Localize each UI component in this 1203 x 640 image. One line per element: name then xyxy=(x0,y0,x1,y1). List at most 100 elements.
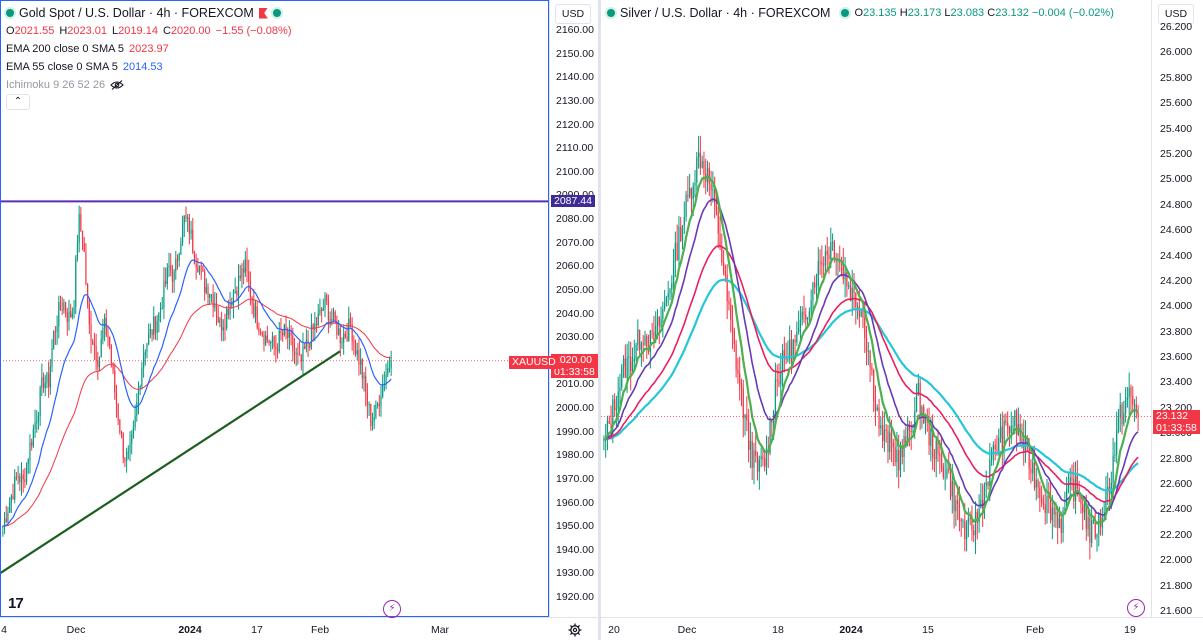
silver-candle-body xyxy=(858,306,861,317)
gold-candle-body xyxy=(304,346,306,349)
gold-candle-body xyxy=(85,251,87,285)
silver-candle-body xyxy=(755,450,757,456)
price-tick-label: 23.400 xyxy=(1160,376,1193,389)
gold-currency-button[interactable]: USD xyxy=(555,4,591,24)
gold-candle-body xyxy=(246,259,248,272)
silver-candle-body xyxy=(874,401,877,411)
price-tick-label: 1970.00 xyxy=(556,472,594,485)
ichimoku-legend-row[interactable]: Ichimoku 9 26 52 26 xyxy=(6,76,292,94)
price-tick-label: 2030.00 xyxy=(556,331,594,344)
silver-candle-body xyxy=(842,264,844,280)
gold-candle-body xyxy=(278,330,280,352)
silver-candle-body xyxy=(869,351,871,368)
silver-chart-pane[interactable]: Silver / U.S. Dollar · 4h · FOREXCOM O23… xyxy=(601,0,1203,640)
gold-candle-body xyxy=(192,229,194,253)
silver-candle-body xyxy=(680,226,682,241)
ohlc-low-value: 23.083 xyxy=(950,7,985,19)
silver-candle-body xyxy=(771,419,773,423)
gold-candle-body xyxy=(380,396,382,407)
gold-candle-body xyxy=(7,512,9,522)
lightning-icon[interactable]: ⚡ xyxy=(1127,599,1145,617)
silver-candle-body xyxy=(1080,495,1082,504)
silver-candle-body xyxy=(982,499,984,509)
gold-candle-body xyxy=(212,294,214,308)
ema55-legend-row[interactable]: EMA 55 close 0 SMA 5 2014.53 xyxy=(6,58,292,76)
silver-candle-body xyxy=(1116,429,1118,455)
gold-candle-body xyxy=(92,341,94,345)
time-tick-label: 17 xyxy=(251,624,263,636)
silver-candle-body xyxy=(846,271,848,287)
silver-candle-body xyxy=(1033,462,1036,488)
gold-candle-body xyxy=(170,265,172,271)
silver-candle-body xyxy=(681,225,684,241)
silver-candle-body xyxy=(1085,505,1087,530)
gold-candle-body xyxy=(90,324,92,342)
time-tick-label: Mar xyxy=(430,624,450,636)
silver-candle-body xyxy=(937,441,939,454)
silver-candle-body xyxy=(612,399,614,429)
silver-candle-body xyxy=(910,430,912,433)
gold-candle-body xyxy=(115,392,118,405)
flag-icon[interactable] xyxy=(258,7,268,19)
silver-currency-button[interactable]: USD xyxy=(1158,4,1194,24)
silver-candle-body xyxy=(642,343,644,345)
gold-candle-body xyxy=(197,267,199,273)
time-tick-label: 15 xyxy=(922,624,934,636)
gold-candle-body xyxy=(88,304,90,325)
gold-candle-body xyxy=(268,340,270,344)
gold-candle-body xyxy=(75,258,77,307)
silver-candle-body xyxy=(644,335,646,345)
silver-time-axis[interactable]: 20 Dec 18 2024 15 Feb 19 xyxy=(601,617,1203,640)
silver-candle-body xyxy=(969,518,971,520)
silver-candle-body xyxy=(608,420,610,424)
silver-plot-area[interactable] xyxy=(601,0,1151,617)
collapse-legend-button[interactable]: ⌃ xyxy=(6,94,30,110)
ohlc-open-value: 23.135 xyxy=(863,7,897,19)
silver-candle-body xyxy=(980,499,982,509)
gold-symbol-title[interactable]: Gold Spot / U.S. Dollar · 4h · FOREXCOM xyxy=(19,6,254,20)
silver-price-axis[interactable]: USD 26.200 26.000 25.800 25.600 25.400 25.200… xyxy=(1151,0,1203,617)
silver-symbol-title[interactable]: Silver / U.S. Dollar · 4h · FOREXCOM xyxy=(620,6,831,20)
silver-candle-body xyxy=(924,415,927,424)
silver-candle-body xyxy=(1021,438,1023,441)
eye-off-icon[interactable] xyxy=(110,80,124,90)
silver-candle-body xyxy=(965,522,968,540)
price-tick-label: 24.000 xyxy=(1160,300,1193,313)
gold-candle-body xyxy=(107,335,109,337)
silver-candle-body xyxy=(967,518,969,523)
gold-candle-body xyxy=(149,329,151,335)
silver-candle-body xyxy=(633,358,635,362)
gold-candle-body xyxy=(126,452,128,462)
silver-candle-body xyxy=(933,457,936,460)
silver-candle-body xyxy=(1035,480,1037,488)
gold-chart-pane[interactable]: Gold Spot / U.S. Dollar · 4h · FOREXCOM … xyxy=(0,0,598,640)
lightning-icon[interactable]: ⚡ xyxy=(383,600,401,618)
gold-candle-body xyxy=(103,317,106,328)
gold-price-axis[interactable]: USD 2160.00 2150.00 2140.00 2130.00 2120.00 2… xyxy=(549,0,598,617)
gold-candle-body xyxy=(327,300,330,321)
silver-candle-body xyxy=(737,369,739,374)
gold-candle-body xyxy=(270,341,272,344)
silver-candle-body xyxy=(1089,516,1091,543)
gold-time-axis[interactable]: 4 Dec 2024 17 Feb Mar xyxy=(0,617,598,640)
silver-candle-body xyxy=(953,480,955,512)
gold-candle-body xyxy=(148,334,150,345)
ohlc-close-label: C xyxy=(162,25,171,37)
ema200-legend-row[interactable]: EMA 200 close 0 SMA 5 2023.97 xyxy=(6,40,292,58)
gold-candle-body xyxy=(42,377,45,389)
silver-candle-body xyxy=(699,152,701,168)
gold-candle-body xyxy=(54,331,57,333)
gold-candle-body xyxy=(332,311,335,321)
silver-candle-body xyxy=(1110,482,1112,494)
market-open-icon xyxy=(6,9,14,17)
tradingview-logo[interactable]: 17 xyxy=(8,595,24,612)
gold-plot-area[interactable] xyxy=(0,0,549,617)
price-tick-label: 2100.00 xyxy=(556,165,594,178)
silver-candle-body xyxy=(853,287,855,293)
silver-candle-body xyxy=(1001,426,1003,451)
silver-candle-body xyxy=(1112,455,1114,483)
gear-icon[interactable] xyxy=(568,623,582,637)
silver-candle-body xyxy=(722,262,725,272)
pane-divider[interactable] xyxy=(598,0,601,640)
gold-candle-body xyxy=(31,442,33,446)
